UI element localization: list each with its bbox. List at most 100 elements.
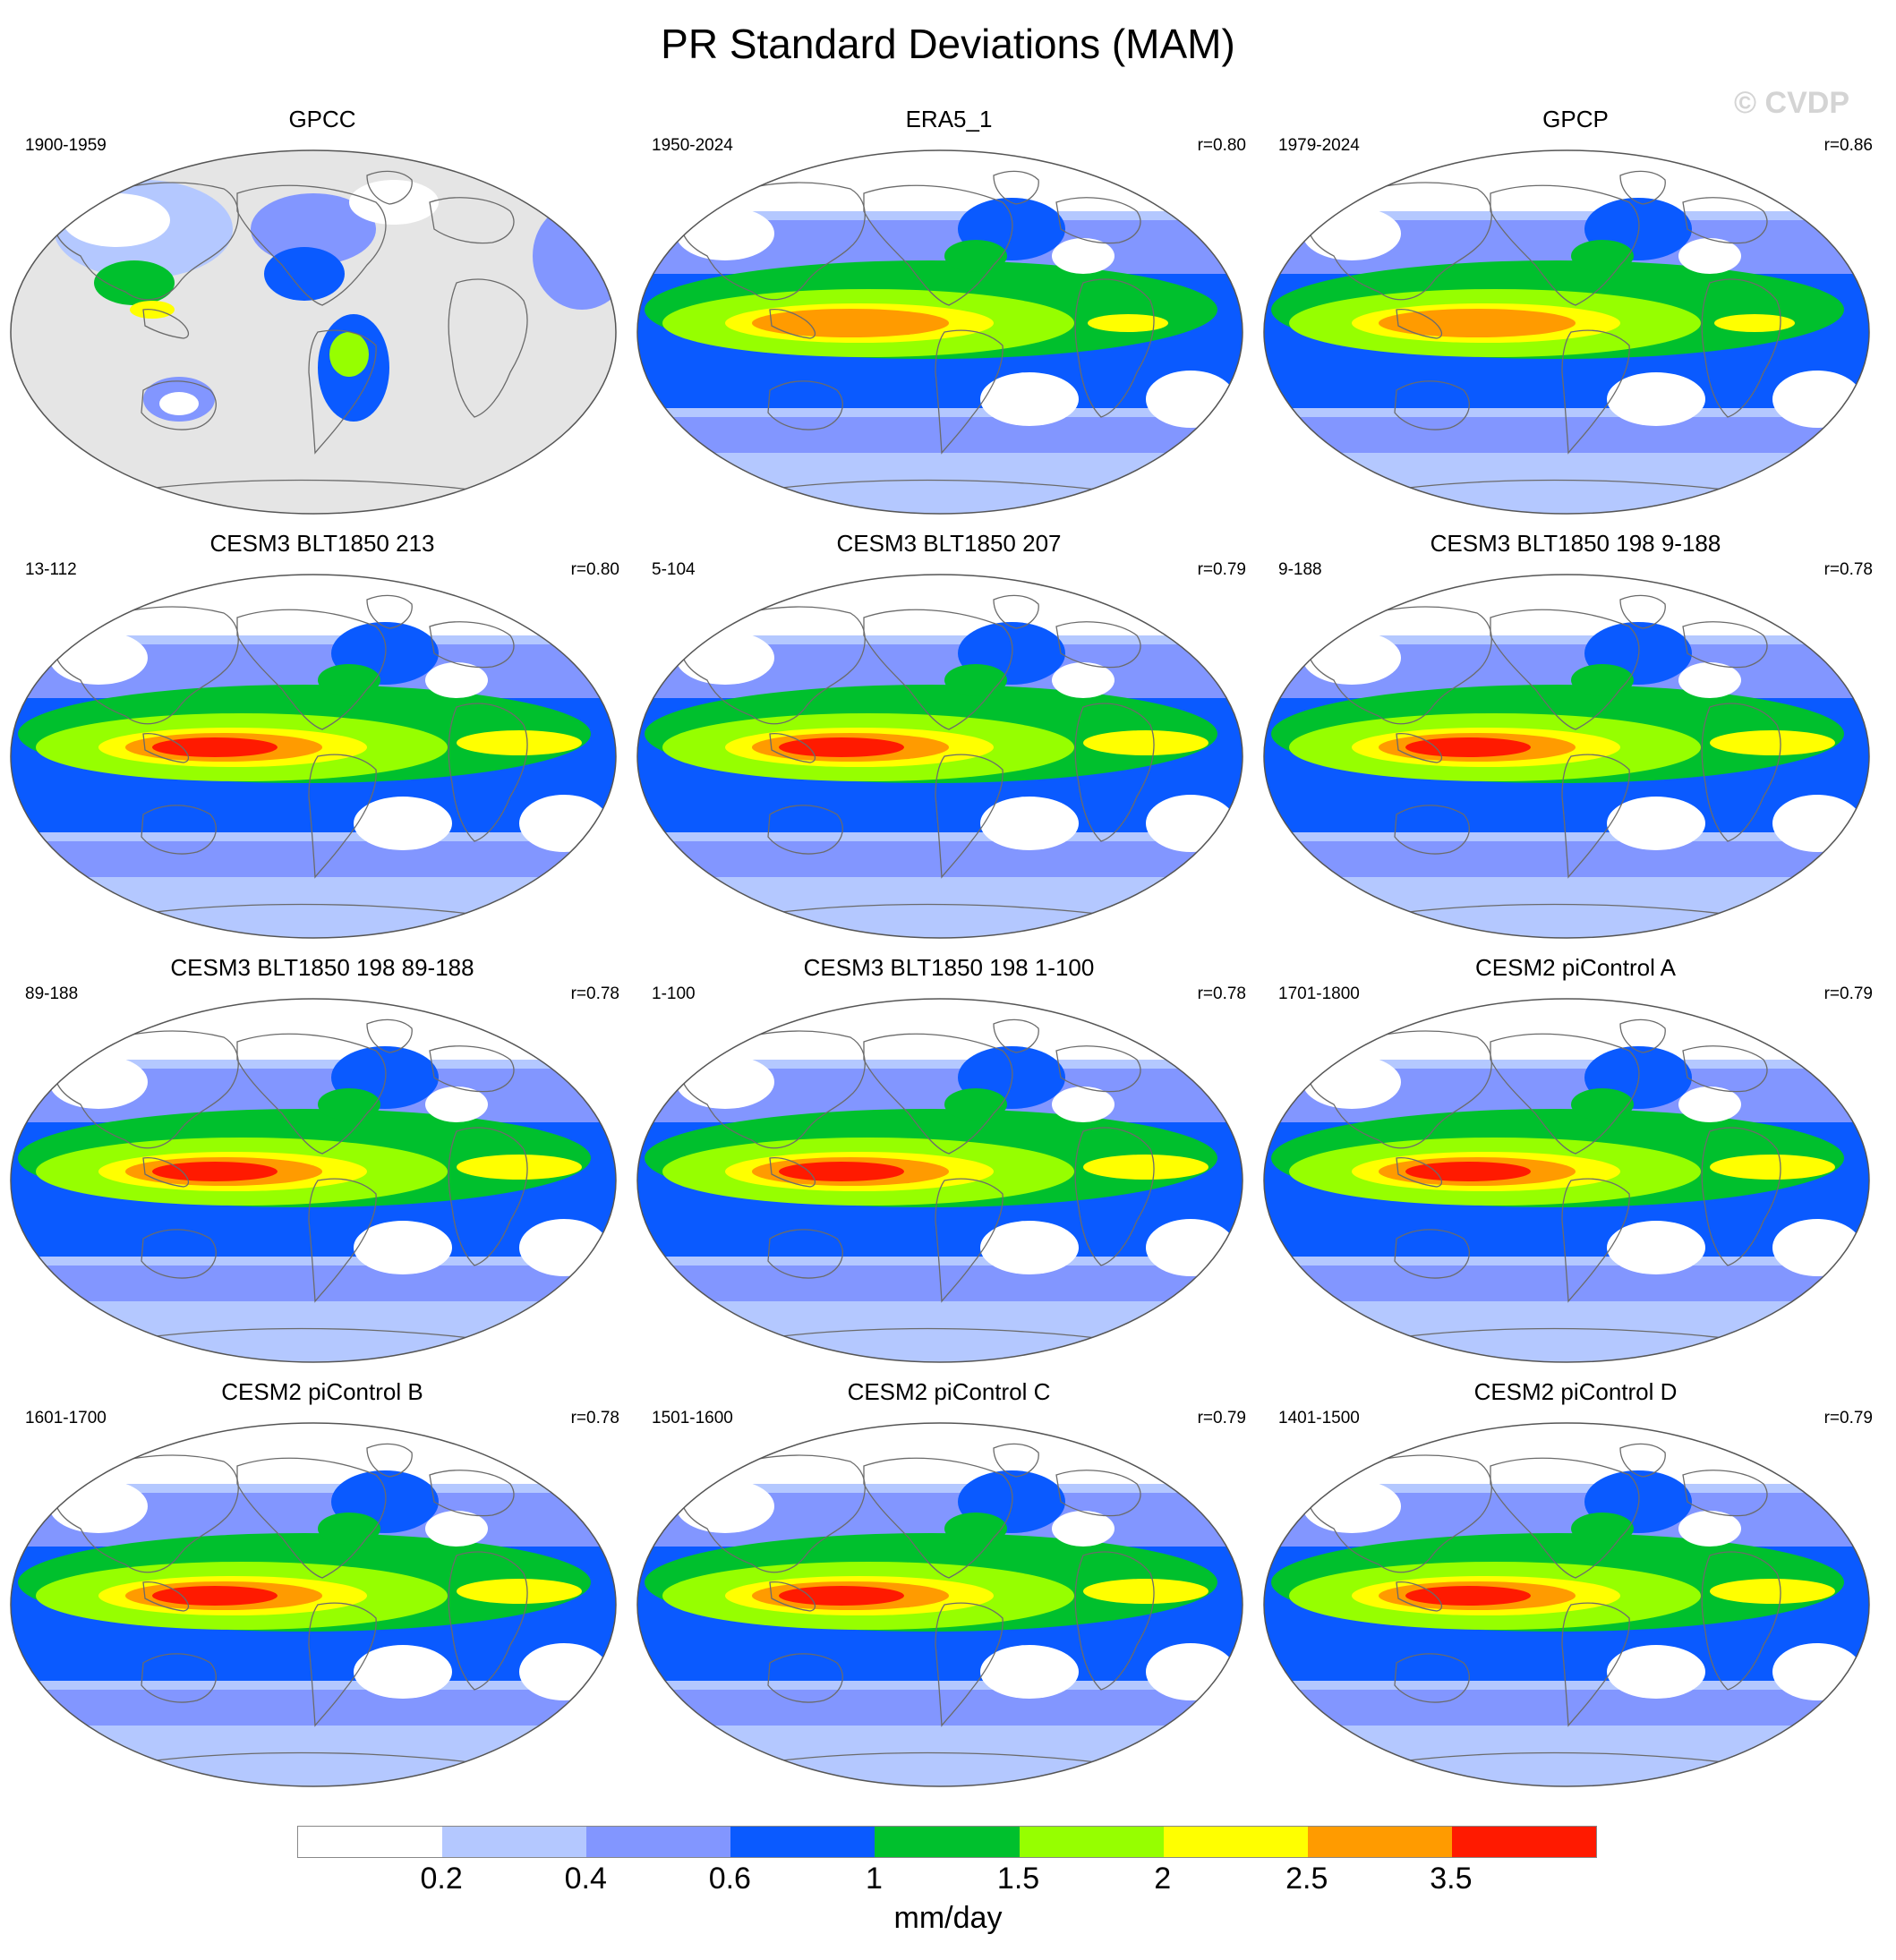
coastline-namerica	[236, 609, 387, 730]
coastline-asia	[55, 182, 239, 301]
coastline-namerica	[236, 184, 387, 306]
coastline-samerica	[1561, 329, 1630, 455]
atlantic-midlat-zone	[944, 240, 1007, 272]
sahara-dry-zone	[425, 1511, 488, 1547]
world-map	[636, 149, 1243, 515]
coastline-samerica	[1561, 1602, 1630, 1727]
panel-correlation: r=0.79	[1197, 560, 1246, 579]
atlantic-itcz	[1710, 1579, 1835, 1604]
panel-title: CESM2 piControl B	[221, 1378, 423, 1405]
colorbar-tick-label: 2.5	[1285, 1862, 1328, 1896]
coastlines	[1308, 170, 1782, 500]
panel-correlation: r=0.79	[1823, 1409, 1873, 1427]
map-outline	[1263, 574, 1870, 939]
map-outline	[10, 149, 617, 515]
se-pacific-dry-zone	[354, 1645, 452, 1699]
map-outline	[10, 1422, 617, 1787]
colorbar-tick-label: 2	[1154, 1862, 1172, 1896]
coastline-samerica	[308, 329, 377, 455]
land-field-asia-dry	[63, 193, 170, 247]
arctic-band	[1264, 575, 1869, 635]
panel-title: GPCP	[1542, 106, 1609, 132]
world-map	[1263, 1422, 1870, 1787]
coastline-seasia	[769, 1581, 816, 1612]
atlantic-midlat-zone	[318, 1513, 380, 1545]
coastline-europe	[1055, 621, 1141, 669]
atlantic-midlat-zone	[944, 1088, 1007, 1121]
map-panel: CESM3 BLT1850 198 1-100 1-100 r=0.78	[636, 954, 1262, 1375]
coastline-australia	[767, 380, 843, 430]
se-pacific-dry-zone	[980, 1645, 1079, 1699]
colorbar-tick-label: 3.5	[1430, 1862, 1473, 1896]
coastline-greenland	[366, 1443, 413, 1478]
atlantic-midlat-zone	[944, 1513, 1007, 1545]
atlantic-itcz	[1083, 730, 1208, 755]
arctic-band	[11, 575, 616, 635]
colorbar-swatch	[1019, 1827, 1164, 1857]
colorbar-swatch	[442, 1827, 587, 1857]
coastline-seasia	[142, 1581, 190, 1612]
tropical-orange-zone	[752, 309, 949, 337]
coastline-seasia	[1396, 733, 1443, 763]
se-atlantic-dry-zone	[1146, 371, 1235, 428]
asia-dry-zone	[676, 1479, 774, 1533]
map-panel: CESM2 piControl D 1401-1500 r=0.79	[1262, 1378, 1889, 1799]
coastline-seasia	[142, 1157, 190, 1188]
tropical-peak-zone	[152, 1586, 278, 1606]
figure-title: PR Standard Deviations (MAM)	[661, 21, 1235, 67]
land-field-canada	[349, 180, 439, 225]
coastline-asia	[681, 1030, 866, 1149]
coastline-namerica	[863, 184, 1013, 306]
coastline-samerica	[935, 754, 1004, 879]
se-pacific-dry-zone	[1607, 1645, 1705, 1699]
southern-ocean-band	[11, 1726, 616, 1786]
map-panel: GPCC 1900-1959	[9, 106, 636, 526]
coastline-greenland	[993, 1018, 1039, 1053]
sahara-dry-zone	[1052, 662, 1115, 698]
world-map	[10, 149, 617, 515]
coastline-greenland	[366, 170, 413, 205]
asia-dry-zone	[49, 631, 148, 685]
map-outline	[1263, 149, 1870, 515]
map-panel: CESM3 BLT1850 207 5-104 r=0.79	[636, 530, 1262, 950]
coastlines	[681, 1018, 1156, 1349]
coastline-greenland	[366, 594, 413, 629]
colorbar-tick-label: 0.2	[420, 1862, 463, 1896]
se-pacific-dry-zone	[980, 1221, 1079, 1274]
panel-title: CESM3 BLT1850 198 89-188	[170, 954, 474, 981]
atlantic-itcz	[1083, 1579, 1208, 1604]
asia-dry-zone	[1302, 631, 1401, 685]
land-field-mexico	[264, 247, 345, 301]
tropical-peak-zone	[1405, 1162, 1531, 1181]
world-map	[10, 574, 617, 939]
map-outline	[1263, 1422, 1870, 1787]
map-outline	[10, 574, 617, 939]
sahara-dry-zone	[425, 1087, 488, 1122]
coastline-namerica	[236, 1033, 387, 1155]
sahara-dry-zone	[1678, 1511, 1741, 1547]
map-panel: CESM2 piControl A 1701-1800 r=0.79	[1262, 954, 1889, 1375]
cvdp-watermark: © CVDP	[1734, 86, 1849, 120]
coastline-namerica	[1490, 184, 1640, 306]
coastline-asia	[55, 1454, 239, 1573]
se-atlantic-dry-zone	[1772, 1219, 1862, 1276]
tropical-peak-zone	[779, 1586, 904, 1606]
coastline-africa	[1701, 1127, 1781, 1266]
tropical-peak-zone	[1405, 1586, 1531, 1606]
arctic-band	[11, 1423, 616, 1484]
se-atlantic-dry-zone	[1772, 371, 1862, 428]
atlantic-itcz	[457, 1579, 582, 1604]
coastline-africa	[1701, 703, 1781, 842]
coastline-europe	[1682, 197, 1768, 244]
coastline-europe	[1055, 197, 1141, 244]
panel-year-range: 1601-1700	[25, 1409, 107, 1427]
coastline-seasia	[1396, 1157, 1443, 1188]
coastline-seasia	[1396, 1581, 1443, 1612]
coastline-samerica	[1561, 754, 1630, 879]
se-atlantic-dry-zone	[1146, 795, 1235, 852]
map-panel: GPCP 1979-2024 r=0.86	[1262, 106, 1889, 526]
coastlines	[681, 594, 1156, 925]
atlantic-midlat-zone	[1571, 664, 1634, 696]
atlantic-itcz	[457, 1155, 582, 1180]
atlantic-itcz	[457, 730, 582, 755]
